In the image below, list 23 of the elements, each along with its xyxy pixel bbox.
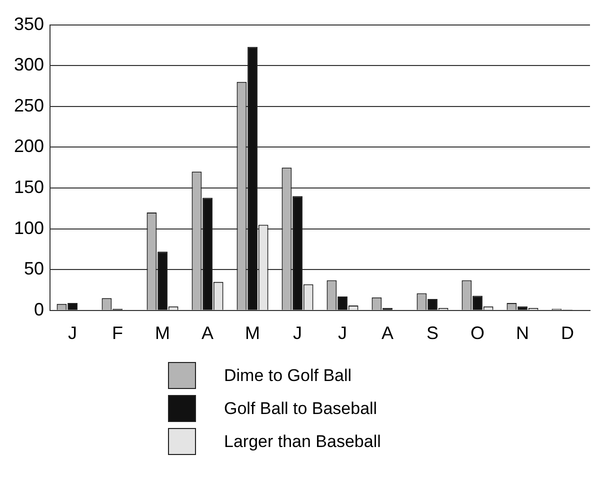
legend-label: Golf Ball to Baseball (224, 398, 378, 418)
x-tick-label: A (202, 323, 214, 344)
x-tick-label: N (516, 323, 530, 344)
x-tick-label: S (426, 323, 439, 344)
y-tick-label: 100 (14, 218, 44, 238)
x-tick-label: M (155, 323, 170, 344)
y-tick-label: 250 (14, 95, 44, 116)
y-tick-label: 300 (14, 54, 44, 75)
x-tick-label: J (293, 323, 302, 344)
y-tick-label: 150 (14, 176, 44, 197)
y-tick-label: 200 (14, 136, 44, 156)
y-tick-label: 0 (34, 299, 44, 320)
x-tick-label: F (112, 323, 124, 344)
x-tick-label: M (245, 323, 260, 344)
x-tick-label: J (338, 323, 348, 344)
x-tick-label: J (68, 323, 78, 344)
x-tick-label: D (561, 323, 574, 344)
x-tick-label: A (382, 323, 394, 344)
legend-label: Dime to Golf Ball (224, 366, 352, 386)
legend-label: Larger than Baseball (224, 432, 381, 452)
y-tick-label: 350 (14, 14, 44, 34)
y-tick-label: 50 (24, 258, 44, 279)
x-tick-label: O (470, 323, 485, 344)
